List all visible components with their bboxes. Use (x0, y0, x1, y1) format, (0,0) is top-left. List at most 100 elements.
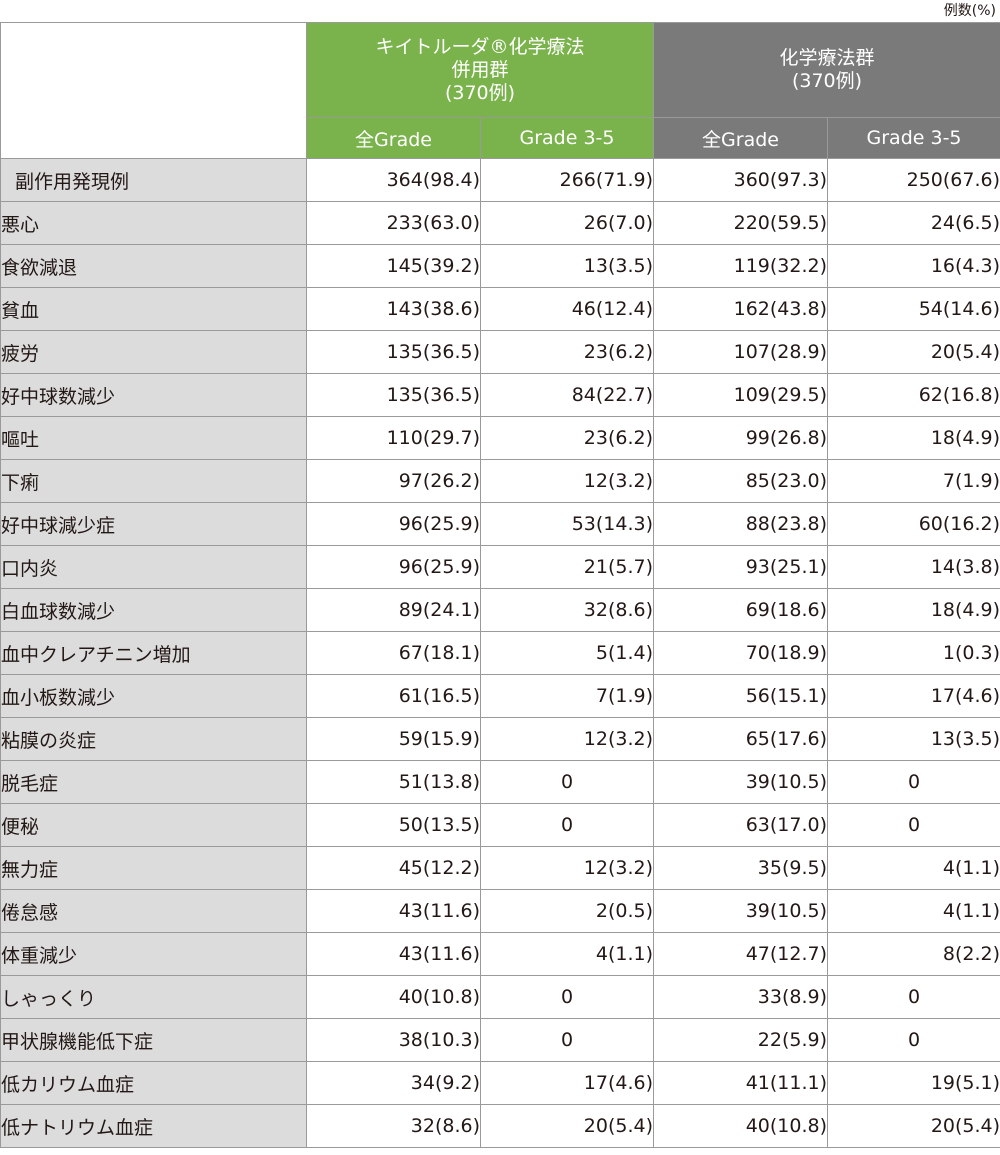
row-label: 下痢 (0, 459, 307, 503)
row-value-cell: 18(4.9) (827, 588, 1000, 632)
row-value-cell: 39(10.5) (653, 760, 829, 804)
row-value-cell: 0 (827, 1018, 1000, 1062)
row-label: 便秘 (0, 803, 307, 847)
row-value-cell: 41(11.1) (653, 1061, 829, 1105)
row-value-cell: 70(18.9) (653, 631, 829, 675)
table-row: 脱毛症 51(13.8) 0 39(10.5) 0 (0, 760, 1000, 804)
row-value-cell: 23(6.2) (479, 330, 655, 374)
row-value-cell: 45(12.2) (306, 846, 481, 890)
row-label: 血中クレアチニン増加 (0, 631, 307, 675)
row-label: 甲状腺機能低下症 (0, 1018, 307, 1062)
row-value-cell: 32(8.6) (306, 1104, 481, 1148)
row-value-cell: 40(10.8) (306, 975, 481, 1019)
row-value-cell: 220(59.5) (653, 201, 829, 245)
row-value-cell: 119(32.2) (653, 244, 829, 288)
row-label: 疲労 (0, 330, 307, 374)
row-value-cell: 1(0.3) (827, 631, 1000, 675)
row-value-cell: 99(26.8) (653, 416, 829, 460)
subheader-combination-all-grade: 全Grade (306, 117, 481, 159)
table-row: 下痢 97(26.2) 12(3.2) 85(23.0) 7(1.9) (0, 459, 1000, 503)
row-value-cell: 46(12.4) (479, 287, 655, 331)
row-label: 好中球数減少 (0, 373, 307, 417)
row-value-cell: 39(10.5) (653, 889, 829, 933)
unit-note: 例数(%) (943, 3, 996, 19)
row-value-cell: 51(13.8) (306, 760, 481, 804)
row-label: 副作用発現例 (0, 158, 307, 202)
row-value-cell: 14(3.8) (827, 545, 1000, 589)
row-value-cell: 35(9.5) (653, 846, 829, 890)
row-value-cell: 107(28.9) (653, 330, 829, 374)
row-value-cell: 50(13.5) (306, 803, 481, 847)
subheader-chemo-all-grade: 全Grade (653, 117, 829, 159)
row-label: 低カリウム血症 (0, 1061, 307, 1105)
row-value-cell: 364(98.4) (306, 158, 481, 202)
row-label: 低ナトリウム血症 (0, 1104, 307, 1148)
row-value-cell: 110(29.7) (306, 416, 481, 460)
row-value-cell: 67(18.1) (306, 631, 481, 675)
row-label: 食欲減退 (0, 244, 307, 288)
row-value-cell: 0 (479, 803, 655, 847)
table-row: 疲労 135(36.5) 23(6.2) 107(28.9) 20(5.4) (0, 330, 1000, 374)
table-row: 嘔吐 110(29.7) 23(6.2) 99(26.8) 18(4.9) (0, 416, 1000, 460)
row-value-cell: 69(18.6) (653, 588, 829, 632)
row-value-cell: 109(29.5) (653, 373, 829, 417)
row-value-cell: 23(6.2) (479, 416, 655, 460)
row-value-cell: 5(1.4) (479, 631, 655, 675)
row-value-cell: 33(8.9) (653, 975, 829, 1019)
row-value-cell: 43(11.6) (306, 889, 481, 933)
row-value-cell: 96(25.9) (306, 545, 481, 589)
table-row: 甲状腺機能低下症 38(10.3) 0 22(5.9) 0 (0, 1018, 1000, 1062)
row-label: 嘔吐 (0, 416, 307, 460)
row-label: 口内炎 (0, 545, 307, 589)
row-label: しゃっくり (0, 975, 307, 1019)
row-value-cell: 0 (479, 1018, 655, 1062)
row-label: 貧血 (0, 287, 307, 331)
row-value-cell: 40(10.8) (653, 1104, 829, 1148)
row-label: 倦怠感 (0, 889, 307, 933)
row-value-cell: 89(24.1) (306, 588, 481, 632)
row-value-cell: 18(4.9) (827, 416, 1000, 460)
row-value-cell: 96(25.9) (306, 502, 481, 546)
row-value-cell: 88(23.8) (653, 502, 829, 546)
row-value-cell: 135(36.5) (306, 373, 481, 417)
row-value-cell: 62(16.8) (827, 373, 1000, 417)
row-label: 悪心 (0, 201, 307, 245)
row-value-cell: 0 (827, 975, 1000, 1019)
row-value-cell: 85(23.0) (653, 459, 829, 503)
row-label: 血小板数減少 (0, 674, 307, 718)
row-value-cell: 0 (479, 975, 655, 1019)
row-value-cell: 12(3.2) (479, 717, 655, 761)
row-value-cell: 93(25.1) (653, 545, 829, 589)
row-value-cell: 2(0.5) (479, 889, 655, 933)
row-value-cell: 24(6.5) (827, 201, 1000, 245)
header-group-chemo-line2: (370例) (791, 70, 863, 92)
row-value-cell: 43(11.6) (306, 932, 481, 976)
table-row: 好中球減少症 96(25.9) 53(14.3) 88(23.8) 60(16.2) (0, 502, 1000, 546)
row-value-cell: 60(16.2) (827, 502, 1000, 546)
row-value-cell: 135(36.5) (306, 330, 481, 374)
row-value-cell: 145(39.2) (306, 244, 481, 288)
header-group-combination-line1: キイトルーダ®化学療法 (375, 35, 585, 58)
table-row: 食欲減退 145(39.2) 13(3.5) 119(32.2) 16(4.3) (0, 244, 1000, 288)
row-value-cell: 97(26.2) (306, 459, 481, 503)
row-value-cell: 7(1.9) (827, 459, 1000, 503)
table-row: 悪心 233(63.0) 26(7.0) 220(59.5) 24(6.5) (0, 201, 1000, 245)
row-value-cell: 7(1.9) (479, 674, 655, 718)
table-row: 口内炎 96(25.9) 21(5.7) 93(25.1) 14(3.8) (0, 545, 1000, 589)
subheader-combination-grade-3-5: Grade 3-5 (479, 117, 655, 159)
row-value-cell: 53(14.3) (479, 502, 655, 546)
row-value-cell: 20(5.4) (827, 330, 1000, 374)
row-value-cell: 4(1.1) (827, 846, 1000, 890)
table-row: しゃっくり 40(10.8) 0 33(8.9) 0 (0, 975, 1000, 1019)
table-row-total: 副作用発現例 364(98.4) 266(71.9) 360(97.3) 250(67.… (0, 158, 1000, 202)
row-value-cell: 65(17.6) (653, 717, 829, 761)
header-group-chemo: 化学療法群 (370例) (653, 22, 1000, 118)
row-value-cell: 61(16.5) (306, 674, 481, 718)
row-value-cell: 143(38.6) (306, 287, 481, 331)
row-value-cell: 0 (827, 803, 1000, 847)
header-group-combination-line3: (370例) (444, 81, 516, 104)
row-value-cell: 20(5.4) (827, 1104, 1000, 1148)
row-label: 好中球減少症 (0, 502, 307, 546)
row-value-cell: 47(12.7) (653, 932, 829, 976)
row-value-cell: 233(63.0) (306, 201, 481, 245)
